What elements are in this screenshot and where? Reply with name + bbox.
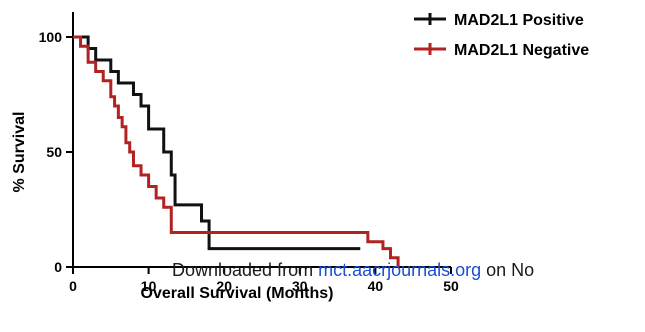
- series-line: [73, 35, 361, 251]
- x-axis-title: Overall Survival (Months): [141, 285, 334, 302]
- legend-label: MAD2L1 Positive: [454, 12, 584, 29]
- series-layer: [73, 35, 400, 267]
- x-tick-label: 10: [141, 278, 157, 294]
- x-tick-label: 50: [443, 278, 459, 294]
- x-tick-label: 40: [368, 278, 384, 294]
- download-watermark: Downloaded from mct.aacrjournals.org on …: [172, 260, 534, 281]
- legend: MAD2L1 Positive MAD2L1 Negative: [414, 12, 589, 59]
- y-axis-title: % Survival: [11, 112, 28, 193]
- x-tick-label: 0: [69, 278, 77, 294]
- axes: 0 50 100 0 10 20 30 40 50 Overall Survival (Month…: [11, 12, 459, 302]
- y-tick-label: 50: [46, 144, 62, 160]
- x-tick-label: 20: [216, 278, 232, 294]
- watermark-suffix: on No: [481, 260, 535, 280]
- x-tick-label: 30: [292, 278, 308, 294]
- y-tick-label: 0: [54, 259, 62, 275]
- watermark-prefix: Downloaded from: [172, 260, 319, 280]
- legend-label: MAD2L1 Negative: [454, 42, 589, 59]
- watermark-link[interactable]: mct.aacrjournals.org: [318, 260, 482, 280]
- y-tick-label: 100: [39, 29, 63, 45]
- series-line: [73, 35, 400, 267]
